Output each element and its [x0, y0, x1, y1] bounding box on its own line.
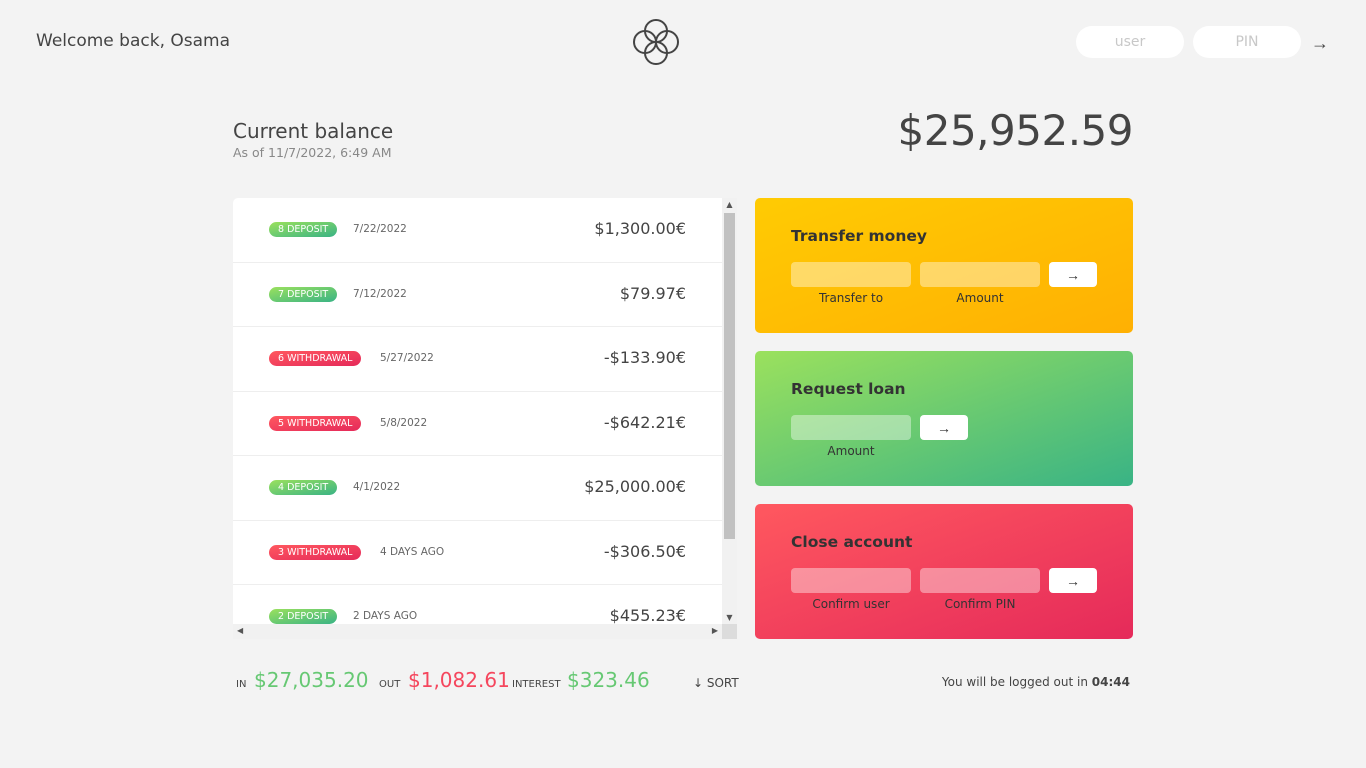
movement-type-badge: 8 deposit — [269, 222, 338, 237]
summary-out-value: $1,082.61 — [408, 668, 510, 692]
movement-value: $1,300.00€ — [594, 219, 686, 238]
confirm-pin-label: Confirm PIN — [944, 597, 1016, 611]
movement-type-badge: 5 withdrawal — [269, 415, 362, 431]
transfer-amount-input[interactable] — [920, 262, 1040, 287]
balance-label: Current balance — [233, 119, 394, 143]
vertical-scrollbar[interactable]: ▲ ▼ — [722, 198, 737, 624]
scroll-up-icon[interactable]: ▲ — [726, 200, 733, 209]
transfer-to-label: Transfer to — [818, 291, 884, 305]
welcome-message: Welcome back, Osama — [36, 31, 231, 51]
transfer-amount-label: Amount — [956, 291, 1004, 305]
scroll-left-icon[interactable]: ◀ — [237, 626, 244, 635]
movement-type-badge: 4 deposit — [269, 480, 338, 495]
movement-row: 5 withdrawal 5/8/2022 -$642.21€ — [233, 392, 722, 456]
movement-value: $455.23€ — [609, 606, 686, 624]
logout-timer: You will be logged out in 04:44 — [942, 675, 1130, 689]
loan-amount-input[interactable] — [791, 415, 911, 440]
movement-type-badge: 7 deposit — [269, 286, 338, 302]
scrollbar-thumb[interactable] — [724, 213, 735, 539]
transfer-to-input[interactable] — [791, 262, 911, 287]
balance-value: $25,952.59 — [897, 106, 1134, 155]
logo-icon — [633, 19, 679, 65]
movement-date: 7/22/2022 — [353, 223, 407, 235]
movement-date: 4 DAYS AGO — [380, 545, 445, 558]
movement-type-badge: 6 withdrawal — [269, 351, 362, 366]
movement-date: 4/1/2022 — [353, 481, 401, 493]
top-nav: Welcome back, Osama → — [0, 0, 1366, 84]
confirm-pin-input[interactable] — [920, 568, 1040, 593]
movement-value: -$642.21€ — [603, 412, 686, 432]
loan-amount-label: Amount — [827, 444, 875, 458]
confirm-user-input[interactable] — [791, 568, 911, 593]
movement-date: 5/27/2022 — [380, 352, 434, 364]
summary-interest-value: $323.46 — [567, 668, 650, 692]
loan-panel: Request loan → Amount — [755, 351, 1133, 486]
summary-out-label: Out — [379, 679, 401, 690]
transfer-button[interactable]: → — [1049, 262, 1097, 287]
movement-date: 5/8/2022 — [380, 416, 428, 429]
summary-in-label: In — [236, 679, 247, 690]
loan-title: Request loan — [791, 380, 906, 398]
movement-type-badge: 2 deposit — [269, 609, 338, 624]
scroll-right-icon[interactable]: ▶ — [711, 626, 718, 635]
movement-row: 3 withdrawal 4 DAYS AGO -$306.50€ — [233, 521, 722, 585]
scroll-down-icon[interactable]: ▼ — [726, 613, 733, 622]
movement-row: 2 deposit 2 DAYS AGO $455.23€ — [233, 585, 722, 624]
movement-row: 7 deposit 7/12/2022 $79.97€ — [233, 263, 722, 327]
logout-time: 04:44 — [1091, 675, 1130, 689]
transfer-title: Transfer money — [791, 227, 927, 245]
login-pin-input[interactable] — [1193, 26, 1301, 58]
logout-text: You will be logged out in — [941, 675, 1088, 689]
login-button[interactable]: → — [1308, 30, 1332, 56]
movement-row: 4 deposit 4/1/2022 $25,000.00€ — [233, 456, 722, 521]
movement-value: -$133.90€ — [603, 348, 686, 367]
movement-value: -$306.50€ — [603, 541, 686, 561]
confirm-user-label: Confirm user — [812, 597, 890, 611]
login-user-input[interactable] — [1076, 26, 1184, 58]
movement-row: 8 deposit 7/22/2022 $1,300.00€ — [233, 198, 722, 263]
movement-date: 2 DAYS AGO — [353, 610, 418, 622]
close-account-panel: Close account → Confirm user Confirm PIN — [755, 504, 1133, 639]
summary-in-value: $27,035.20 — [254, 668, 369, 692]
movement-value: $25,000.00€ — [584, 477, 686, 496]
movements-panel: 8 deposit 7/22/2022 $1,300.00€ 7 deposit… — [233, 198, 737, 639]
loan-button[interactable]: → — [920, 415, 968, 440]
horizontal-scrollbar[interactable]: ◀ ▶ — [233, 624, 722, 639]
sort-button[interactable]: ↓ SORT — [693, 676, 739, 690]
movement-date: 7/12/2022 — [353, 287, 407, 300]
close-account-title: Close account — [791, 533, 913, 551]
summary-interest-label: Interest — [512, 679, 561, 690]
movement-value: $79.97€ — [619, 283, 686, 303]
scrollbar-corner — [722, 624, 737, 639]
close-account-button[interactable]: → — [1049, 568, 1097, 593]
transfer-panel: Transfer money → Transfer to Amount — [755, 198, 1133, 333]
movement-row: 6 withdrawal 5/27/2022 -$133.90€ — [233, 327, 722, 392]
movements-list[interactable]: 8 deposit 7/22/2022 $1,300.00€ 7 deposit… — [233, 198, 722, 624]
balance-date: As of 11/7/2022, 6:49 AM — [233, 145, 392, 160]
movement-type-badge: 3 withdrawal — [269, 544, 362, 560]
